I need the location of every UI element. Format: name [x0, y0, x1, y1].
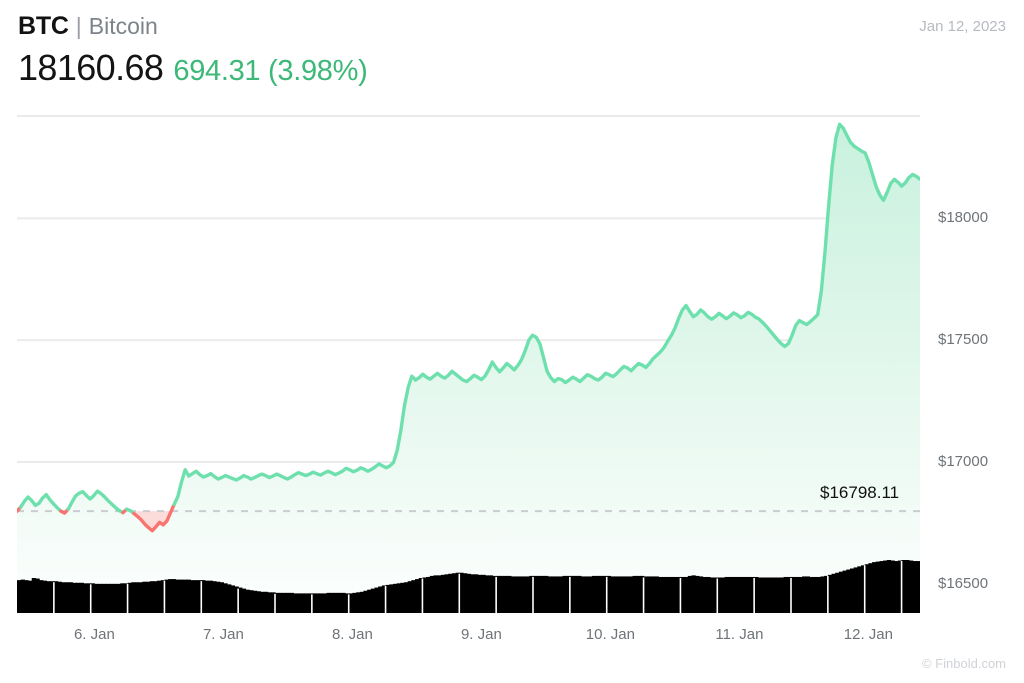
x-axis-tick: 7. Jan [202, 626, 244, 643]
y-axis-tick: $16500 [938, 574, 989, 592]
y-axis-tick: $17000 [938, 452, 989, 470]
x-axis-tick: 10. Jan [585, 626, 635, 643]
chart-canvas[interactable] [0, 100, 1024, 630]
price-row: 18160.68 694.31 (3.98%) [18, 47, 368, 88]
asset-name: Bitcoin [88, 13, 158, 39]
y-axis-labels: $16500 $17000 $17500 $18000 [938, 100, 1024, 630]
price-chart[interactable]: $16798.11 [0, 100, 1024, 630]
ticker-symbol: BTC [18, 12, 69, 40]
x-axis-tick: 11. Jan [715, 626, 764, 643]
credit-footer: © Finbold.com [922, 656, 1006, 671]
price-line [17, 122, 920, 533]
volume-bars [17, 560, 920, 613]
y-axis-tick: $17500 [938, 331, 989, 349]
x-axis-tick: 9. Jan [460, 626, 502, 643]
x-axis-tick: 12. Jan [843, 626, 893, 643]
y-axis-tick: $18000 [938, 209, 989, 227]
x-axis-tick: 6. Jan [73, 626, 115, 643]
current-price: 18160.68 [18, 47, 164, 88]
symbol-row: BTC | Bitcoin [18, 14, 367, 39]
price-area-fill [17, 124, 920, 630]
price-change: 694.31 (3.98%) [173, 55, 368, 87]
as-of-date: Jan 12, 2023 [919, 18, 1006, 35]
x-axis-labels: 6. Jan 7. Jan 8. Jan 9. Jan 10. Jan 11. Jan 12… [0, 626, 1024, 652]
title-separator: | [75, 13, 82, 39]
x-axis-tick: 8. Jan [331, 626, 373, 643]
header: BTC | Bitcoin 18160.68 694.31 (3.98%) [18, 14, 368, 88]
reference-line-label: $16798.11 [820, 483, 900, 503]
